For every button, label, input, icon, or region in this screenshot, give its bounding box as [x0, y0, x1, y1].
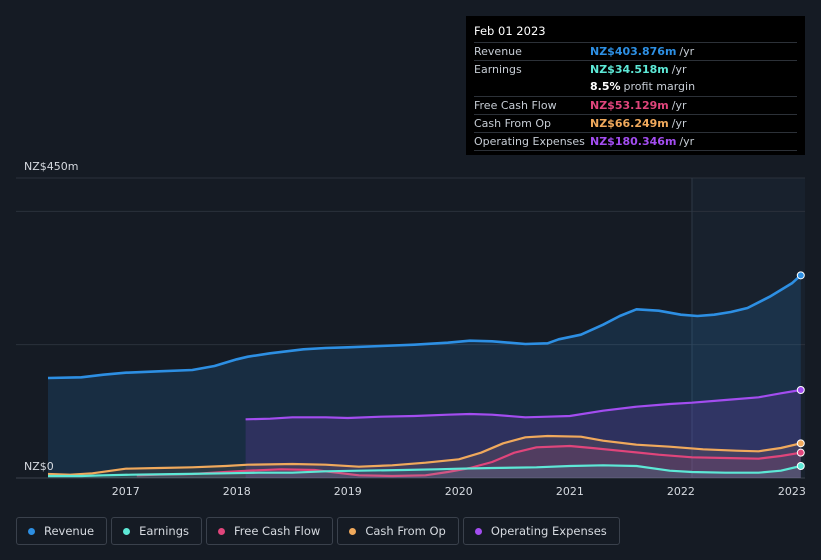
legend: Revenue Earnings Free Cash Flow Cash Fro…	[16, 517, 620, 545]
series-area-revenue	[48, 275, 801, 478]
series-area-cash-from-op	[48, 436, 801, 478]
x-axis-ticks: 2017 2018 2019 2020 2021 2022 2023	[112, 485, 806, 498]
chart: NZ$450m NZ$0 2017 2018 2019 2020 2021 2022 202…	[16, 160, 806, 498]
legend-dot-icon	[218, 527, 225, 535]
y-axis-label-top: NZ$450m	[24, 160, 78, 173]
tooltip-row-end	[474, 150, 797, 168]
y-axis-label-bottom: NZ$0	[24, 460, 54, 473]
tooltip-unit: /yr	[671, 98, 687, 112]
tooltip: Feb 01 2023 Revenue NZ$403.876m /yr Earn…	[466, 16, 805, 155]
x-tick-label: 2019	[334, 485, 362, 498]
tooltip-value-revenue: NZ$403.876m	[590, 45, 677, 59]
tooltip-unit: profit margin	[623, 80, 696, 94]
x-tick-label: 2018	[223, 485, 251, 498]
legend-dot-icon	[349, 527, 357, 535]
tooltip-unit: /yr	[671, 116, 687, 130]
legend-dot-icon	[123, 527, 131, 535]
series-line-revenue	[47, 274, 802, 380]
tooltip-value-cfo: NZ$66.249m	[590, 116, 669, 130]
series-line-free-cash-flow	[136, 444, 801, 478]
x-tick-label: 2023	[778, 485, 806, 498]
legend-label: Free Cash Flow	[234, 524, 321, 538]
series-line-operating-expenses	[245, 388, 801, 421]
legend-label: Cash From Op	[365, 524, 446, 538]
series-area-earnings	[48, 465, 801, 478]
series-end-point-cash-from-op	[796, 439, 805, 448]
series-line-cash-from-op	[47, 434, 802, 476]
tooltip-label: Earnings	[474, 63, 522, 77]
tooltip-row-opex: Operating Expenses NZ$180.346m /yr	[474, 131, 797, 150]
x-tick-label: 2017	[112, 485, 140, 498]
tooltip-row-revenue: Revenue NZ$403.876m /yr	[474, 42, 797, 60]
x-tick-label: 2022	[667, 485, 695, 498]
legend-item-operating-expenses[interactable]: Operating Expenses	[462, 517, 620, 545]
tooltip-label: Free Cash Flow	[474, 98, 557, 112]
tooltip-value-fcf: NZ$53.129m	[590, 98, 669, 112]
x-tick-label: 2021	[556, 485, 584, 498]
tooltip-date: Feb 01 2023	[474, 24, 546, 38]
forecast-shade	[691, 178, 805, 478]
tooltip-row-earnings: Earnings NZ$34.518m /yr	[474, 60, 797, 78]
series-end-point-operating-expenses	[796, 386, 805, 394]
legend-item-earnings[interactable]: Earnings	[111, 517, 202, 545]
legend-label: Revenue	[44, 524, 95, 538]
legend-dot-icon	[474, 527, 482, 535]
legend-item-cash-from-op[interactable]: Cash From Op	[337, 517, 459, 545]
tooltip-unit: /yr	[679, 135, 695, 149]
legend-label: Operating Expenses	[490, 524, 607, 538]
series-end-point-revenue	[796, 271, 805, 280]
tooltip-label: Operating Expenses	[474, 135, 585, 149]
series-end-point-free-cash-flow	[796, 448, 805, 457]
legend-item-revenue[interactable]: Revenue	[16, 517, 108, 545]
legend-item-free-cash-flow[interactable]: Free Cash Flow	[206, 517, 334, 545]
tooltip-row-fcf: Free Cash Flow NZ$53.129m /yr	[474, 95, 797, 114]
legend-dot-icon	[28, 527, 35, 535]
tooltip-label: Cash From Op	[474, 116, 552, 130]
tooltip-label: Revenue	[474, 45, 522, 59]
legend-label: Earnings	[139, 524, 189, 538]
series-line-earnings	[48, 464, 802, 478]
tooltip-value-margin: 8.5%	[590, 80, 621, 94]
series-layer	[47, 271, 805, 478]
tooltip-unit: /yr	[679, 45, 695, 59]
tooltip-value-opex: NZ$180.346m	[590, 135, 677, 149]
tooltip-unit: /yr	[671, 63, 687, 77]
x-tick-label: 2020	[445, 485, 473, 498]
tooltip-row-cfo: Cash From Op NZ$66.249m /yr	[474, 113, 797, 132]
tooltip-value-earnings: NZ$34.518m	[590, 63, 669, 77]
series-end-point-earnings	[796, 462, 805, 470]
tooltip-row-margin: 8.5% profit margin	[474, 78, 797, 95]
